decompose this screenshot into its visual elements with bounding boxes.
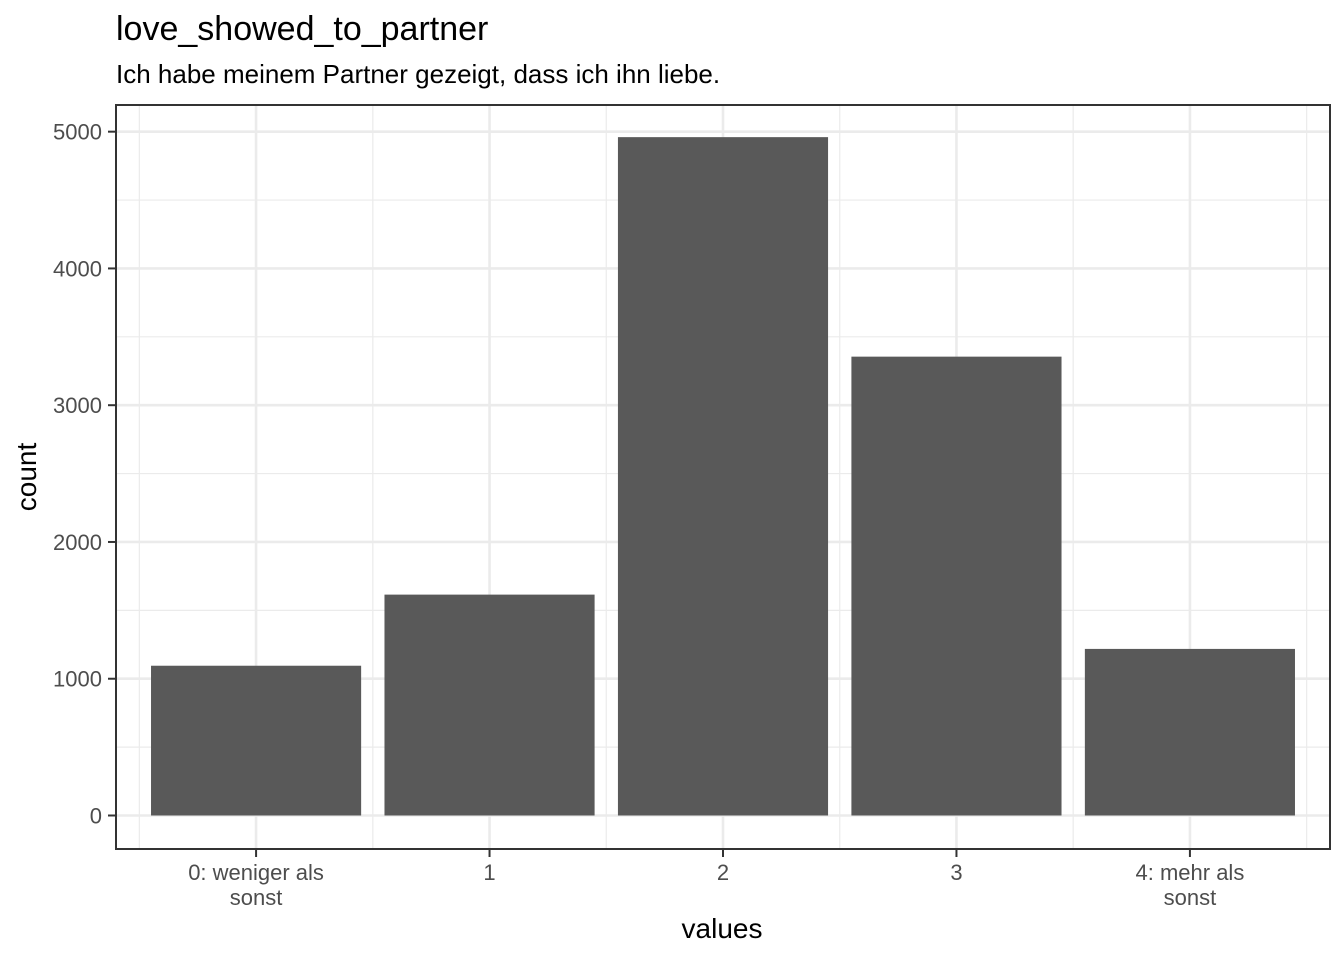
- bar: [1084, 648, 1295, 816]
- chart-title: love_showed_to_partner: [116, 10, 488, 48]
- x-tick-label-line: 4: mehr als: [1136, 860, 1245, 885]
- y-tick-label: 1000: [53, 667, 102, 692]
- bar: [384, 594, 595, 816]
- y-tick-label: 5000: [53, 120, 102, 145]
- x-tick-label: 4: mehr als sonst: [1136, 860, 1245, 910]
- y-axis-label: count: [11, 443, 42, 512]
- x-tick-label-line: 1: [483, 860, 495, 885]
- x-axis-label: values: [682, 913, 763, 944]
- y-tick-label: 4000: [53, 256, 102, 281]
- bar: [851, 356, 1062, 816]
- chart-subtitle: Ich habe meinem Partner gezeigt, dass ic…: [116, 59, 720, 89]
- y-tick-label: 2000: [53, 530, 102, 555]
- bar: [151, 665, 362, 816]
- y-axis: 0 1000 2000 3000 4000 5000: [53, 120, 116, 828]
- x-tick-label: 0: weniger als sonst: [188, 860, 324, 910]
- x-tick-label-line: 2: [717, 860, 729, 885]
- x-tick-label: 1: [483, 860, 495, 885]
- bars: [151, 137, 1295, 816]
- x-tick-label: 3: [950, 860, 962, 885]
- x-tick-label-line: 0: weniger als: [188, 860, 324, 885]
- x-tick-label-line: sonst: [1164, 885, 1217, 910]
- y-tick-label: 0: [90, 803, 102, 828]
- y-tick-label: 3000: [53, 393, 102, 418]
- x-tick-label-line: sonst: [230, 885, 283, 910]
- x-tick-label: 2: [717, 860, 729, 885]
- x-tick-label-line: 3: [950, 860, 962, 885]
- bar: [617, 137, 829, 816]
